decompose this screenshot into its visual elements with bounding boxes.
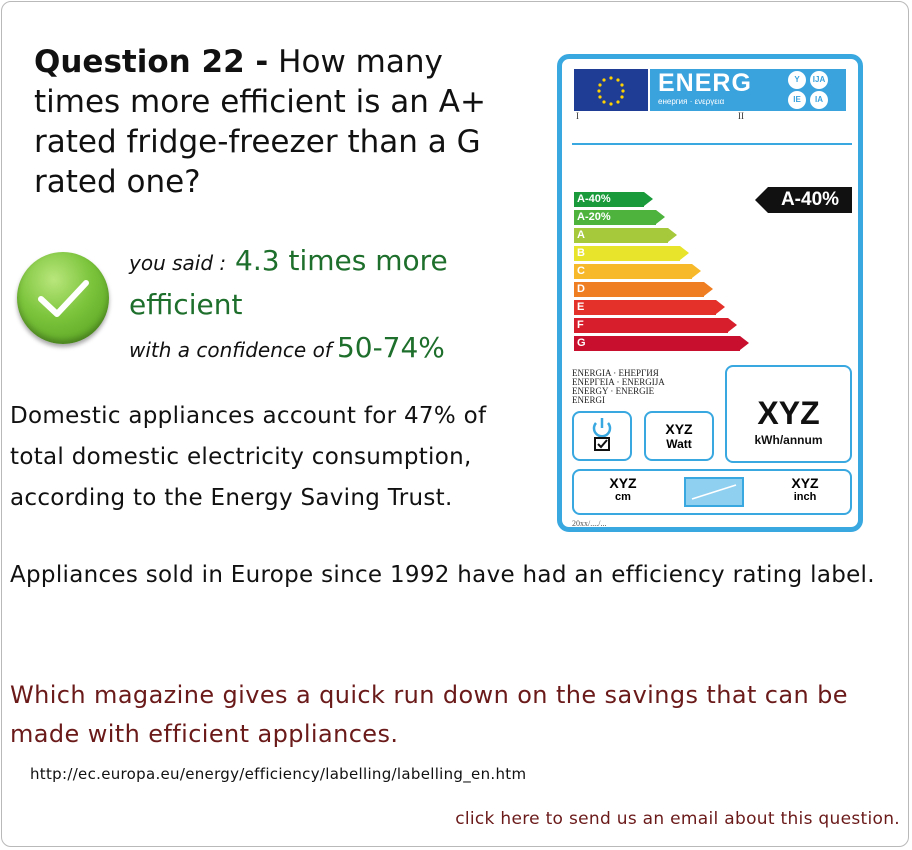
reference-link[interactable]: http://ec.europa.eu/energy/efficiency/la… [30, 765, 527, 783]
question-text: How many times more efficient is an A+ r… [34, 44, 486, 200]
size-cm-unit: cm [615, 491, 631, 503]
watt-box: XYZ Watt [644, 411, 714, 461]
question-heading: Question 22 - How many times more effici… [34, 42, 524, 202]
energy-class-bar: A-20% [574, 210, 665, 225]
confidence-value: 50-74% [336, 331, 445, 364]
label-roman-i: I [576, 111, 579, 121]
you-said-label: you said : [129, 251, 227, 275]
lang-badge: IE [788, 91, 806, 109]
tv-screen-icon [684, 477, 744, 507]
energy-class-bar: E [574, 300, 725, 315]
energy-class-bar: F [574, 318, 737, 333]
checkmark-icon [17, 252, 109, 344]
answer-block: you said : 4.3 times more efficient with… [129, 240, 529, 374]
kwh-value: XYZ [757, 395, 820, 431]
energia-line: ENERGY · ENERGIE [572, 386, 655, 396]
energia-line: ENERGIA · ЕНЕРГИЯ [572, 368, 659, 378]
question-number: Question 22 - [34, 44, 269, 80]
label-divider [572, 143, 852, 145]
energy-banner-subtitle: енергия · ενεργεια [658, 97, 725, 106]
watt-unit: Watt [666, 437, 692, 451]
energy-class-bar: B [574, 246, 689, 261]
size-box: XYZ cm XYZ inch [572, 469, 852, 515]
size-inch-unit: inch [793, 491, 817, 503]
energy-class-bar: D [574, 282, 713, 297]
standby-box [572, 411, 632, 461]
info-paragraph-2: Appliances sold in Europe since 1992 hav… [10, 562, 875, 588]
energy-banner: ENERG енергия · ενεργεια Y IJA IE IA [650, 69, 846, 111]
lang-badge: Y [788, 71, 806, 89]
energy-class-bar: C [574, 264, 701, 279]
power-icon [592, 418, 612, 451]
info-paragraph-1: Domestic appliances account for 47% of t… [10, 403, 487, 511]
energia-line: ENERGI [572, 395, 605, 405]
energia-line: ENEPΓEIA · ENERGIJA [572, 377, 665, 387]
kwh-unit: kWh/annum [754, 433, 823, 447]
lang-badge: IA [810, 91, 828, 109]
energia-text: ENERGIA · ЕНЕРГИЯ ENEPΓEIA · ENERGIJA ENER… [572, 369, 712, 405]
watt-value: XYZ [665, 421, 693, 437]
energy-label-header: ENERG енергия · ενεργεια Y IJA IE IA [574, 69, 846, 111]
size-cm: XYZ cm [588, 475, 658, 503]
size-inch: XYZ inch [770, 475, 840, 503]
rating-marker: A-40% [755, 187, 852, 213]
size-cm-value: XYZ [609, 475, 637, 491]
label-roman-ii: II [738, 111, 744, 121]
efficiency-scale: A-40% A-20% A B C D E F G [574, 192, 749, 354]
lang-badge: IJA [810, 71, 828, 89]
kwh-box: XYZ kWh/annum [725, 365, 852, 463]
confidence-label: with a confidence of [129, 338, 332, 362]
energy-banner-title: ENERG [658, 69, 752, 97]
size-inch-value: XYZ [791, 475, 819, 491]
email-link[interactable]: click here to send us an email about thi… [455, 809, 900, 829]
info-paragraph-3: Which magazine gives a quick run down on… [10, 681, 848, 748]
label-date: 20xx/..../... [572, 519, 607, 528]
answer-value: 4.3 times more efficient [129, 244, 448, 321]
energy-class-bar: G [574, 336, 749, 351]
energy-class-bar: A-40% [574, 192, 653, 207]
energy-label-image: ENERG енергия · ενεργεια Y IJA IE IA I I… [557, 54, 863, 532]
energy-class-bar: A [574, 228, 677, 243]
eu-flag-icon [574, 69, 648, 111]
